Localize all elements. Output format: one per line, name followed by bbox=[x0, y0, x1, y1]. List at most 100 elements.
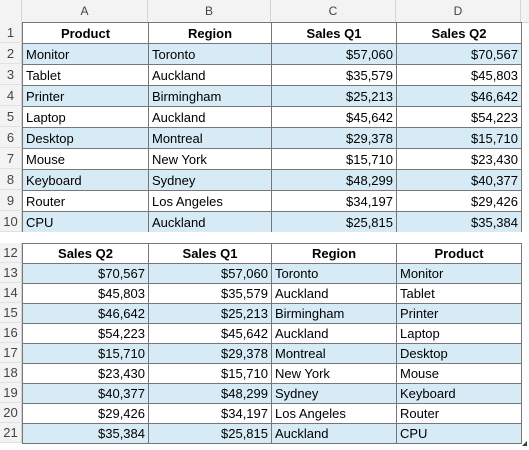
column-header-c[interactable]: C bbox=[271, 0, 396, 22]
cell[interactable]: $57,060 bbox=[271, 43, 397, 65]
cell[interactable]: New York bbox=[148, 148, 272, 170]
header-cell[interactable]: Sales Q1 bbox=[271, 22, 397, 44]
cell[interactable]: CPU bbox=[22, 211, 149, 233]
header-cell[interactable]: Sales Q1 bbox=[148, 243, 272, 264]
cell[interactable]: Desktop bbox=[22, 127, 149, 149]
cell[interactable]: Laptop bbox=[22, 106, 149, 128]
cell[interactable]: $40,377 bbox=[396, 169, 522, 191]
cell[interactable]: Montreal bbox=[148, 127, 272, 149]
header-cell[interactable]: Product bbox=[22, 22, 149, 44]
cell[interactable]: $23,430 bbox=[396, 148, 522, 170]
cell[interactable]: $35,579 bbox=[271, 64, 397, 86]
cell[interactable]: Printer bbox=[22, 85, 149, 107]
cell[interactable]: $29,378 bbox=[271, 127, 397, 149]
cell[interactable]: $25,213 bbox=[148, 303, 272, 324]
cell[interactable]: $29,426 bbox=[22, 403, 149, 424]
cell[interactable]: $46,642 bbox=[22, 303, 149, 324]
cell[interactable]: $40,377 bbox=[22, 383, 149, 404]
row-header-20[interactable]: 20 bbox=[0, 403, 22, 423]
cell[interactable]: Router bbox=[396, 403, 522, 424]
cell[interactable]: $35,384 bbox=[22, 423, 149, 444]
row-header-15[interactable]: 15 bbox=[0, 303, 22, 323]
row-header-19[interactable]: 19 bbox=[0, 383, 22, 403]
cell[interactable]: $70,567 bbox=[396, 43, 522, 65]
row-header-10[interactable]: 10 bbox=[0, 211, 22, 232]
cell[interactable]: Auckland bbox=[148, 64, 272, 86]
cell[interactable]: $15,710 bbox=[148, 363, 272, 384]
cell[interactable]: $34,197 bbox=[271, 190, 397, 212]
row-header-6[interactable]: 6 bbox=[0, 127, 22, 148]
row-header-21[interactable]: 21 bbox=[0, 423, 22, 443]
cell[interactable]: Auckland bbox=[148, 211, 272, 233]
column-header-b[interactable]: B bbox=[148, 0, 271, 22]
row-header-7[interactable]: 7 bbox=[0, 148, 22, 169]
cell[interactable]: $70,567 bbox=[22, 263, 149, 284]
cell[interactable]: $35,579 bbox=[148, 283, 272, 304]
row-header-8[interactable]: 8 bbox=[0, 169, 22, 190]
cell[interactable]: $45,642 bbox=[148, 323, 272, 344]
column-header-a[interactable]: A bbox=[22, 0, 148, 22]
cell[interactable]: $35,384 bbox=[396, 211, 522, 233]
cell[interactable]: New York bbox=[271, 363, 397, 384]
resize-grip-icon[interactable] bbox=[522, 441, 527, 446]
row-header-4[interactable]: 4 bbox=[0, 85, 22, 106]
cell[interactable]: Desktop bbox=[396, 343, 522, 364]
cell[interactable]: $45,803 bbox=[396, 64, 522, 86]
cell[interactable]: Tablet bbox=[22, 64, 149, 86]
row-header-5[interactable]: 5 bbox=[0, 106, 22, 127]
cell[interactable]: Los Angeles bbox=[271, 403, 397, 424]
header-cell[interactable]: Region bbox=[271, 243, 397, 264]
cell[interactable]: $29,426 bbox=[396, 190, 522, 212]
cell[interactable]: Keyboard bbox=[396, 383, 522, 404]
row-header-16[interactable]: 16 bbox=[0, 323, 22, 343]
cell[interactable]: Toronto bbox=[148, 43, 272, 65]
cell[interactable]: Auckland bbox=[271, 323, 397, 344]
cell[interactable]: $45,803 bbox=[22, 283, 149, 304]
cell[interactable]: Montreal bbox=[271, 343, 397, 364]
cell[interactable]: Printer bbox=[396, 303, 522, 324]
cell[interactable]: $15,710 bbox=[396, 127, 522, 149]
cell[interactable]: $45,642 bbox=[271, 106, 397, 128]
column-header-d[interactable]: D bbox=[396, 0, 521, 22]
cell[interactable]: $25,815 bbox=[148, 423, 272, 444]
select-all-corner[interactable] bbox=[0, 0, 22, 22]
header-cell[interactable]: Sales Q2 bbox=[22, 243, 149, 264]
row-header-2[interactable]: 2 bbox=[0, 43, 22, 64]
cell[interactable]: Router bbox=[22, 190, 149, 212]
cell[interactable]: Monitor bbox=[22, 43, 149, 65]
row-header-13[interactable]: 13 bbox=[0, 263, 22, 283]
header-cell[interactable]: Region bbox=[148, 22, 272, 44]
cell[interactable]: Sydney bbox=[271, 383, 397, 404]
cell[interactable]: $34,197 bbox=[148, 403, 272, 424]
row-header-14[interactable]: 14 bbox=[0, 283, 22, 303]
row-header-1[interactable]: 1 bbox=[0, 22, 22, 43]
cell[interactable]: $29,378 bbox=[148, 343, 272, 364]
cell[interactable]: $25,815 bbox=[271, 211, 397, 233]
row-header-17[interactable]: 17 bbox=[0, 343, 22, 363]
cell[interactable]: Los Angeles bbox=[148, 190, 272, 212]
cell[interactable]: Laptop bbox=[396, 323, 522, 344]
cell[interactable]: $25,213 bbox=[271, 85, 397, 107]
cell[interactable]: $54,223 bbox=[22, 323, 149, 344]
cell[interactable]: $54,223 bbox=[396, 106, 522, 128]
cell[interactable]: Auckland bbox=[271, 423, 397, 444]
cell[interactable]: CPU bbox=[396, 423, 522, 444]
cell[interactable]: Keyboard bbox=[22, 169, 149, 191]
row-header-3[interactable]: 3 bbox=[0, 64, 22, 85]
cell[interactable]: Auckland bbox=[271, 283, 397, 304]
header-cell[interactable]: Product bbox=[396, 243, 522, 264]
row-header-18[interactable]: 18 bbox=[0, 363, 22, 383]
cell[interactable]: $48,299 bbox=[148, 383, 272, 404]
cell[interactable]: $23,430 bbox=[22, 363, 149, 384]
cell[interactable]: Birmingham bbox=[271, 303, 397, 324]
cell[interactable]: $15,710 bbox=[22, 343, 149, 364]
cell[interactable]: $48,299 bbox=[271, 169, 397, 191]
cell[interactable]: Toronto bbox=[271, 263, 397, 284]
cell[interactable]: Auckland bbox=[148, 106, 272, 128]
header-cell[interactable]: Sales Q2 bbox=[396, 22, 522, 44]
row-header-9[interactable]: 9 bbox=[0, 190, 22, 211]
cell[interactable]: Birmingham bbox=[148, 85, 272, 107]
cell[interactable]: $15,710 bbox=[271, 148, 397, 170]
row-header-12[interactable]: 12 bbox=[0, 243, 22, 263]
cell[interactable]: Tablet bbox=[396, 283, 522, 304]
